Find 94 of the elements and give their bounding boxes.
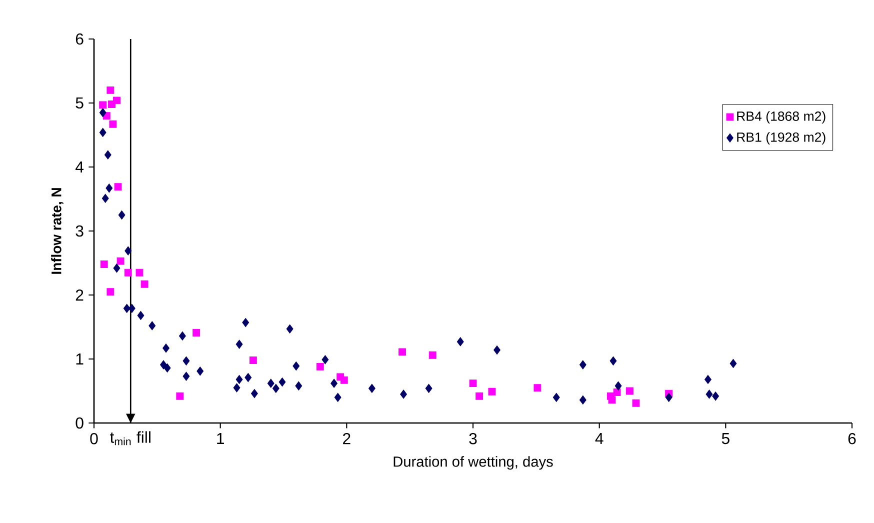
point — [632, 399, 640, 407]
point — [114, 183, 122, 191]
point — [124, 268, 132, 276]
point — [236, 340, 243, 349]
point — [425, 384, 432, 393]
x-tick-label: 2 — [343, 433, 350, 444]
point — [368, 384, 376, 393]
y-tick-label: 3 — [76, 225, 84, 237]
point — [488, 388, 496, 396]
point — [534, 384, 542, 392]
point — [109, 120, 117, 128]
point — [267, 378, 274, 388]
point — [99, 101, 107, 109]
point — [113, 264, 120, 273]
point — [665, 392, 672, 402]
point — [334, 392, 342, 402]
point — [292, 362, 300, 371]
x-tick-label: 6 — [848, 433, 856, 444]
point — [613, 388, 621, 396]
point — [340, 376, 348, 384]
point — [102, 194, 109, 203]
point — [456, 337, 464, 346]
point — [236, 374, 243, 384]
point — [106, 184, 113, 193]
point — [400, 390, 407, 399]
point — [192, 329, 200, 336]
point — [250, 389, 258, 398]
point — [176, 392, 184, 400]
y-tick-label: 0 — [76, 417, 84, 429]
point — [148, 321, 156, 330]
point — [712, 392, 720, 401]
y-tick-label: 6 — [76, 33, 84, 45]
point — [608, 396, 616, 404]
point — [162, 344, 170, 353]
point — [128, 304, 136, 313]
point — [704, 374, 712, 384]
y-tick-label: 2 — [76, 289, 84, 301]
ref-line-label: t$_{min}$ fill — [110, 431, 150, 446]
point — [614, 381, 622, 390]
x-tick-label: 0 — [90, 433, 98, 444]
y-tick-label: 4 — [76, 162, 84, 172]
point — [706, 390, 713, 399]
point — [494, 346, 500, 355]
point — [398, 348, 406, 356]
point — [99, 108, 106, 118]
point — [104, 150, 112, 160]
point — [124, 246, 132, 256]
x-tick-label: 4 — [595, 433, 604, 444]
point — [552, 392, 560, 402]
y-axis-title: Inflow rate, N — [51, 188, 64, 274]
y-tick-label: 5 — [76, 97, 84, 109]
point — [626, 387, 634, 395]
point — [242, 318, 250, 328]
point — [610, 356, 617, 366]
point — [106, 86, 114, 94]
point — [428, 351, 436, 359]
point — [249, 356, 257, 364]
point — [164, 363, 171, 372]
point — [136, 268, 144, 276]
legend-label: RB4 (1868 m2) — [737, 111, 826, 124]
x-tick-label: 1 — [217, 433, 224, 444]
point — [182, 372, 190, 381]
point — [160, 360, 167, 370]
point — [116, 257, 124, 265]
point — [99, 128, 106, 137]
y-tick-label: 1 — [76, 354, 84, 364]
point — [278, 378, 286, 387]
point — [272, 384, 280, 393]
point — [100, 260, 108, 268]
point — [579, 395, 586, 404]
point — [137, 310, 144, 320]
point — [330, 378, 338, 388]
point — [233, 383, 240, 392]
point — [295, 381, 302, 390]
point — [316, 362, 324, 370]
point — [182, 356, 190, 366]
x-tick-label: 3 — [469, 433, 477, 444]
point — [322, 355, 329, 364]
point — [106, 288, 114, 296]
point — [244, 373, 252, 382]
point — [476, 392, 484, 400]
point — [286, 324, 294, 334]
point — [118, 210, 126, 220]
legend-label: RB1 (1928 m2) — [737, 132, 826, 144]
point — [196, 366, 204, 376]
point — [730, 358, 737, 368]
point — [113, 96, 120, 104]
point — [140, 280, 148, 288]
point — [123, 304, 130, 313]
point — [178, 331, 186, 340]
point — [469, 380, 477, 388]
x-axis-title: Duration of wetting, days — [394, 456, 553, 470]
point — [579, 360, 586, 370]
x-tick-label: 5 — [722, 433, 730, 444]
